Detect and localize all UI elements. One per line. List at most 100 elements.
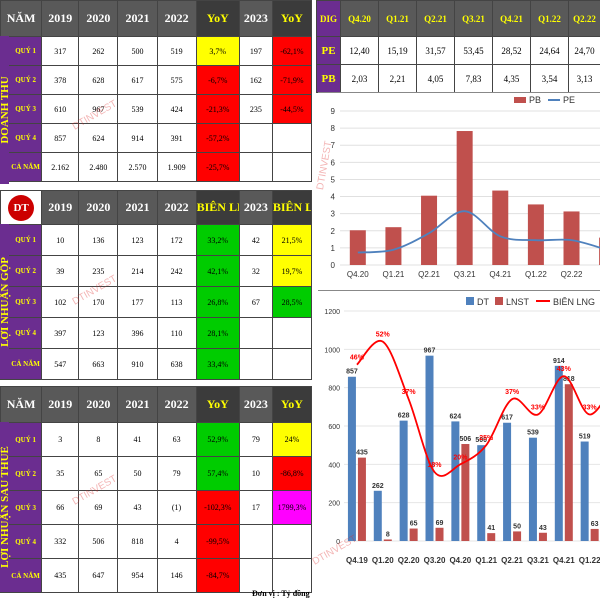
table-cell: 954 <box>118 559 157 593</box>
x-tick-label: Q3.21 <box>454 270 476 279</box>
data-label: 857 <box>346 369 358 376</box>
data-label: 914 <box>553 358 565 365</box>
table-cell: 378 <box>42 66 79 95</box>
table-cell: 42 <box>239 225 272 256</box>
column-header: Q2.21 <box>417 1 455 37</box>
dt-bar <box>477 445 485 541</box>
column-header: Q1.22 <box>531 1 569 37</box>
column-header: YoY <box>272 387 311 423</box>
dt-bar <box>555 366 563 541</box>
table-cell: 628 <box>79 66 118 95</box>
margin-label: 43% <box>557 366 572 373</box>
lnst-bar <box>410 529 418 541</box>
table-cell: 506 <box>79 525 118 559</box>
lnst-bar <box>436 528 444 541</box>
x-tick-label: Q2.21 <box>418 270 440 279</box>
table-cell: 31,57 <box>417 37 455 65</box>
lnst-bar <box>591 529 599 541</box>
data-label: 43 <box>539 525 547 532</box>
data-label: 506 <box>460 436 472 443</box>
table-cell: 12,40 <box>341 37 379 65</box>
y-tick-label: 200 <box>328 501 340 508</box>
yoy-cell <box>272 318 311 349</box>
dt-bar <box>451 421 459 541</box>
column-header: YoY <box>272 1 311 37</box>
y-tick-label: 3 <box>331 210 336 219</box>
margin-label: 20% <box>453 454 468 461</box>
yoy-cell: 33,4% <box>196 349 239 380</box>
table-cell: 79 <box>157 457 196 491</box>
table-cell: 43 <box>118 491 157 525</box>
table-cell: 396 <box>118 318 157 349</box>
table-cell: 317 <box>42 37 79 66</box>
lnst-bar <box>539 533 547 541</box>
yoy-cell: -6,7% <box>196 66 239 95</box>
lnst-bar <box>565 384 573 541</box>
legend-swatch-pb <box>514 97 526 103</box>
pb-bar <box>564 211 580 265</box>
table-cell: 624 <box>79 124 118 153</box>
dt-bar <box>503 423 511 541</box>
table-cell: 2.570 <box>118 153 157 182</box>
table-cell: (1) <box>157 491 196 525</box>
column-header: 2022 <box>157 191 196 225</box>
dt-bar <box>426 356 434 541</box>
yoy-cell: 3,7% <box>196 37 239 66</box>
data-label: 519 <box>579 434 591 441</box>
pb-bar <box>350 230 366 265</box>
x-tick-label: Q3.20 <box>424 556 446 565</box>
table-cell: 332 <box>42 525 79 559</box>
table-cell: 172 <box>157 225 196 256</box>
yoy-cell <box>272 124 311 153</box>
yoy-cell: -71,9% <box>272 66 311 95</box>
revenue-side-label: DOANH THU <box>0 36 9 184</box>
table-cell: 39 <box>42 256 79 287</box>
yoy-cell: 21,5% <box>272 225 311 256</box>
table-cell: 914 <box>118 124 157 153</box>
column-header: 2020 <box>79 387 118 423</box>
table-cell: 10 <box>42 225 79 256</box>
table-cell: 146 <box>157 559 196 593</box>
x-tick-label: Q4.21 <box>553 556 575 565</box>
data-label: 435 <box>356 450 368 457</box>
legend-label: LNST <box>506 297 530 307</box>
table-cell: 397 <box>42 318 79 349</box>
x-tick-label: Q3.21 <box>527 556 549 565</box>
yoy-cell: 1799,3% <box>272 491 311 525</box>
column-header: 2021 <box>118 191 157 225</box>
column-header: Q2.22 <box>569 1 600 37</box>
legend-swatch-lnst <box>495 297 503 305</box>
table-cell <box>239 153 272 182</box>
column-header: BIÊN LN <box>196 191 239 225</box>
table-cell: 424 <box>157 95 196 124</box>
x-tick-label: Q4.19 <box>346 556 368 565</box>
table-cell: 67 <box>239 287 272 318</box>
column-header: NĂM <box>1 387 42 423</box>
table-cell: 53,45 <box>455 37 493 65</box>
table-cell: 24,70 <box>569 37 600 65</box>
unit-note: Đơn vị : Tỷ đồng <box>252 589 310 598</box>
y-tick-label: 1000 <box>324 347 340 354</box>
yoy-cell: 19,7% <box>272 256 311 287</box>
table-cell: 10 <box>239 457 272 491</box>
dt-bar <box>529 438 537 541</box>
yoy-cell <box>272 153 311 182</box>
y-tick-label: 4 <box>331 193 336 202</box>
yoy-cell: 57,4% <box>196 457 239 491</box>
data-label: 624 <box>450 413 462 420</box>
data-label: 539 <box>527 430 539 437</box>
x-tick-label: Q2.20 <box>398 556 420 565</box>
x-tick-label: Q4.20 <box>347 270 369 279</box>
yoy-cell: 52,9% <box>196 423 239 457</box>
table-cell: 4,05 <box>417 65 455 93</box>
yoy-cell: 33,2% <box>196 225 239 256</box>
table-cell: 63 <box>157 423 196 457</box>
